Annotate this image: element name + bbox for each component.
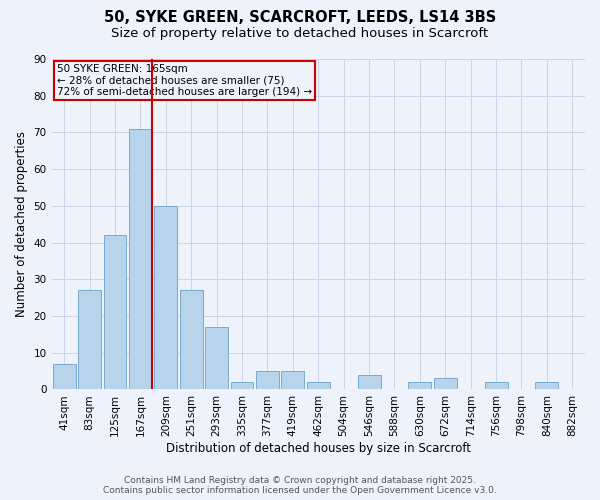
Bar — [358, 375, 380, 390]
Bar — [485, 382, 508, 390]
Bar — [53, 364, 76, 390]
Bar — [409, 382, 431, 390]
Bar — [230, 382, 253, 390]
Bar — [129, 129, 152, 390]
Bar — [78, 290, 101, 390]
Bar — [104, 235, 127, 390]
Bar — [535, 382, 559, 390]
Text: 50 SYKE GREEN: 165sqm
← 28% of detached houses are smaller (75)
72% of semi-deta: 50 SYKE GREEN: 165sqm ← 28% of detached … — [57, 64, 312, 97]
Bar — [307, 382, 330, 390]
Bar — [256, 371, 279, 390]
Text: Contains HM Land Registry data © Crown copyright and database right 2025.
Contai: Contains HM Land Registry data © Crown c… — [103, 476, 497, 495]
Text: Size of property relative to detached houses in Scarcroft: Size of property relative to detached ho… — [112, 28, 488, 40]
Bar — [154, 206, 177, 390]
Bar — [281, 371, 304, 390]
Bar — [434, 378, 457, 390]
Y-axis label: Number of detached properties: Number of detached properties — [15, 131, 28, 317]
Text: 50, SYKE GREEN, SCARCROFT, LEEDS, LS14 3BS: 50, SYKE GREEN, SCARCROFT, LEEDS, LS14 3… — [104, 10, 496, 25]
Bar — [205, 327, 228, 390]
Bar — [180, 290, 203, 390]
X-axis label: Distribution of detached houses by size in Scarcroft: Distribution of detached houses by size … — [166, 442, 471, 455]
